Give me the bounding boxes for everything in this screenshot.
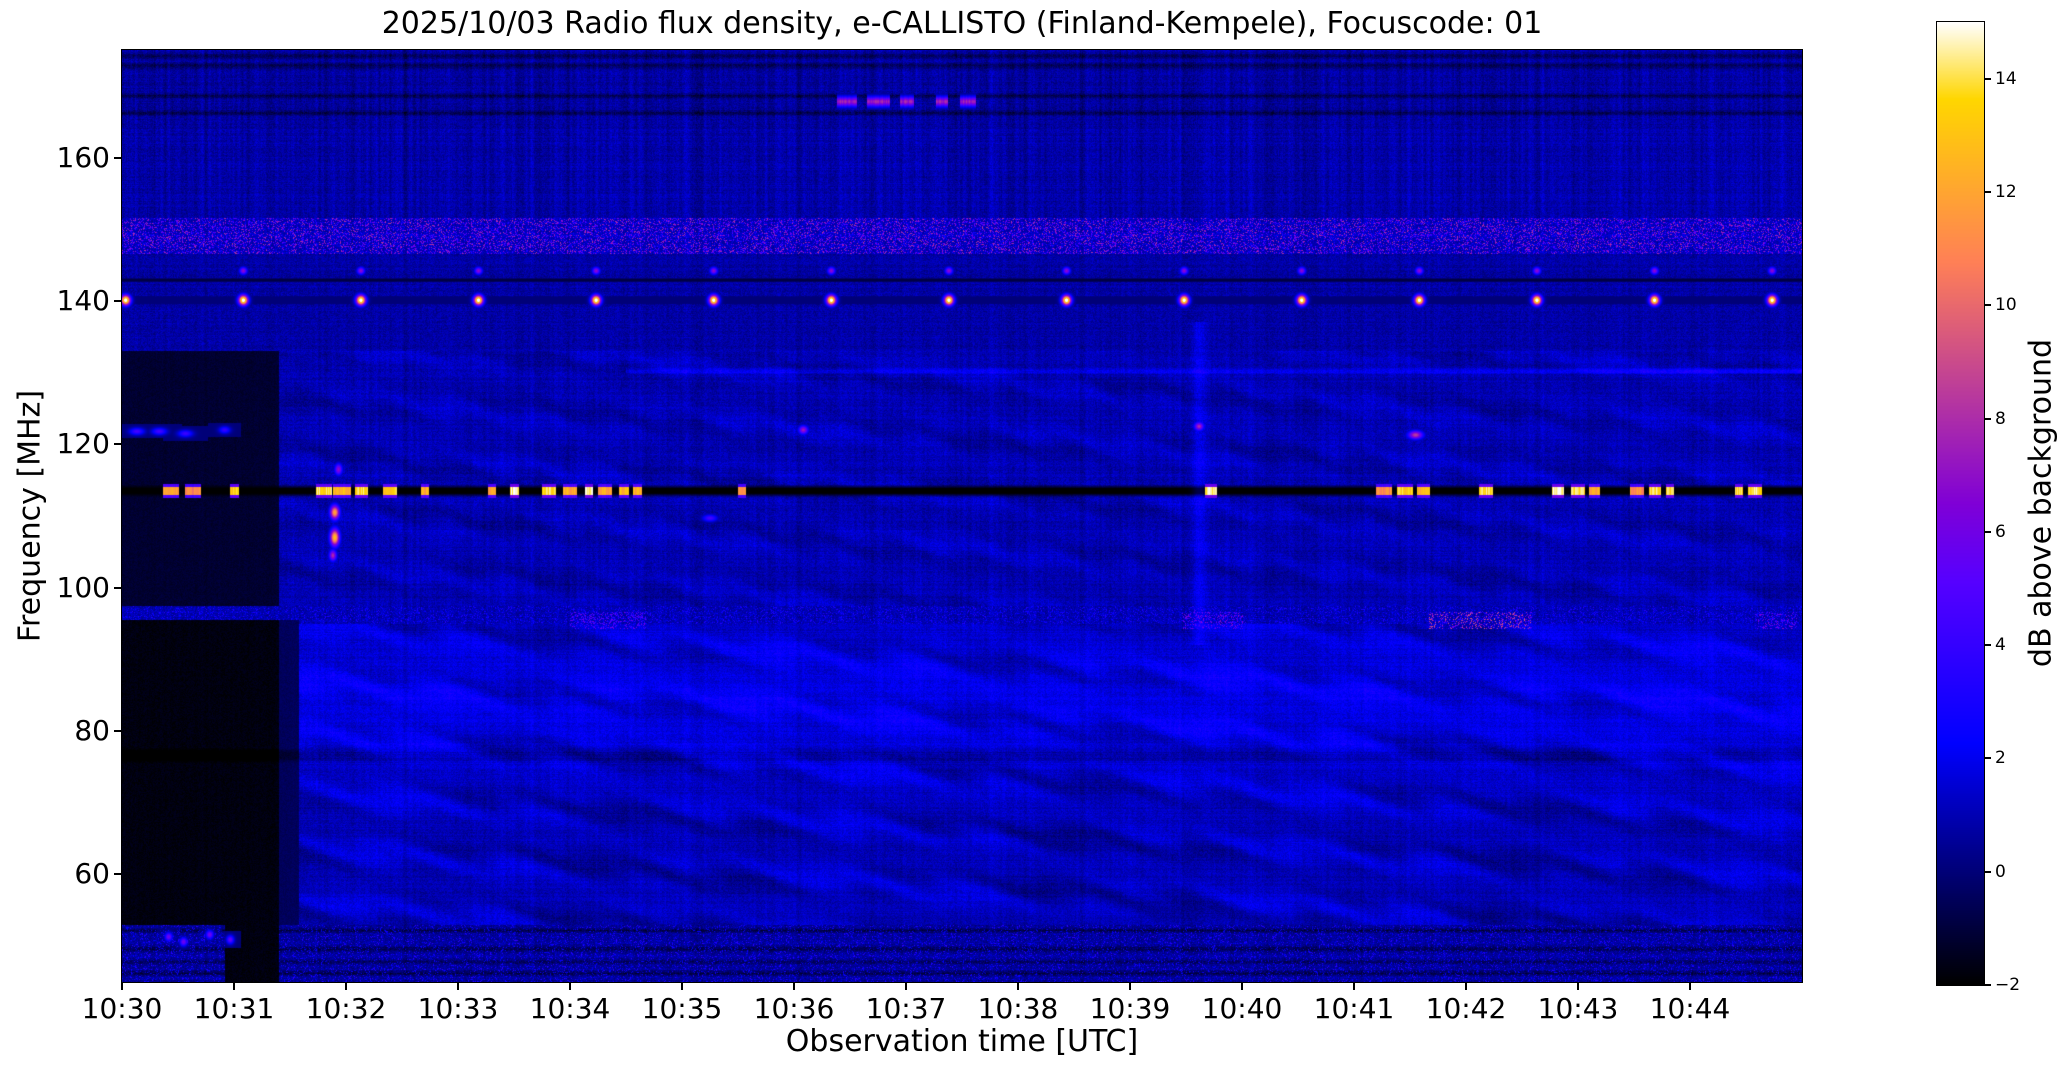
x-tick-mark <box>793 983 795 990</box>
colorbar-tick-label: 4 <box>1995 635 2006 656</box>
x-tick-label: 10:43 <box>1537 992 1619 1025</box>
x-tick-mark <box>1241 983 1243 990</box>
x-tick-mark <box>233 983 235 990</box>
x-tick-mark <box>1129 983 1131 990</box>
y-tick-mark <box>114 586 121 589</box>
x-tick-mark <box>1465 983 1467 990</box>
y-tick-mark <box>114 730 121 733</box>
colorbar <box>1936 21 1985 986</box>
colorbar-tick-label: 8 <box>1995 408 2006 429</box>
colorbar-tick-label: 10 <box>1995 295 2017 316</box>
x-tick-label: 10:41 <box>1313 992 1395 1025</box>
x-tick-label: 10:39 <box>1089 992 1171 1025</box>
y-tick-label: 140 <box>56 283 110 317</box>
plot-area <box>121 49 1803 983</box>
x-tick-label: 10:31 <box>193 992 275 1025</box>
colorbar-tick-mark <box>1985 190 1991 193</box>
x-tick-mark <box>1689 983 1691 990</box>
colorbar-tick-label: 6 <box>1995 521 2006 542</box>
x-tick-mark <box>1577 983 1579 990</box>
colorbar-tick-label: 12 <box>1995 181 2017 202</box>
x-tick-mark <box>345 983 347 990</box>
x-tick-label: 10:40 <box>1201 992 1283 1025</box>
chart-title: 2025/10/03 Radio flux density, e-CALLIST… <box>381 6 1543 41</box>
colorbar-tick-label: 0 <box>1995 861 2006 882</box>
x-tick-label: 10:35 <box>641 992 723 1025</box>
x-tick-mark <box>457 983 459 990</box>
x-tick-label: 10:38 <box>977 992 1059 1025</box>
colorbar-tick-label: −2 <box>1995 975 2021 995</box>
colorbar-tick-mark <box>1985 644 1991 647</box>
colorbar-label: dB above background <box>2023 338 2059 668</box>
x-tick-mark <box>121 983 123 990</box>
colorbar-tick-mark <box>1985 757 1991 760</box>
x-tick-label: 10:36 <box>753 992 835 1025</box>
x-tick-mark <box>905 983 907 990</box>
x-tick-mark <box>569 983 571 990</box>
x-tick-label: 10:33 <box>417 992 499 1025</box>
x-tick-mark <box>1017 983 1019 990</box>
colorbar-tick-label: 2 <box>1995 748 2006 769</box>
colorbar-tick-mark <box>1985 870 1991 873</box>
colorbar-tick-mark <box>1985 984 1991 986</box>
x-axis-label: Observation time [UTC] <box>785 1024 1139 1059</box>
y-tick-label: 120 <box>56 427 110 461</box>
x-tick-mark <box>1353 983 1355 990</box>
y-tick-mark <box>114 156 121 159</box>
y-tick-label: 100 <box>56 570 110 604</box>
x-tick-label: 10:34 <box>529 992 611 1025</box>
y-tick-label: 80 <box>74 714 110 748</box>
y-tick-label: 60 <box>74 857 110 891</box>
colorbar-tick-mark <box>1985 417 1991 420</box>
colorbar-tick-label: 14 <box>1995 68 2017 89</box>
spectrogram-canvas <box>122 50 1802 982</box>
x-tick-mark <box>681 983 683 990</box>
x-tick-label: 10:42 <box>1425 992 1507 1025</box>
colorbar-tick-mark <box>1985 304 1991 307</box>
x-tick-label: 10:44 <box>1649 992 1731 1025</box>
x-tick-label: 10:32 <box>305 992 387 1025</box>
y-tick-mark <box>114 299 121 302</box>
colorbar-tick-mark <box>1985 530 1991 533</box>
x-tick-label: 10:37 <box>865 992 947 1025</box>
y-tick-mark <box>114 443 121 446</box>
y-tick-label: 160 <box>56 140 110 174</box>
colorbar-tick-mark <box>1985 77 1991 80</box>
colorbar-gradient <box>1937 22 1984 985</box>
x-tick-label: 10:30 <box>81 992 163 1025</box>
y-tick-mark <box>114 873 121 876</box>
